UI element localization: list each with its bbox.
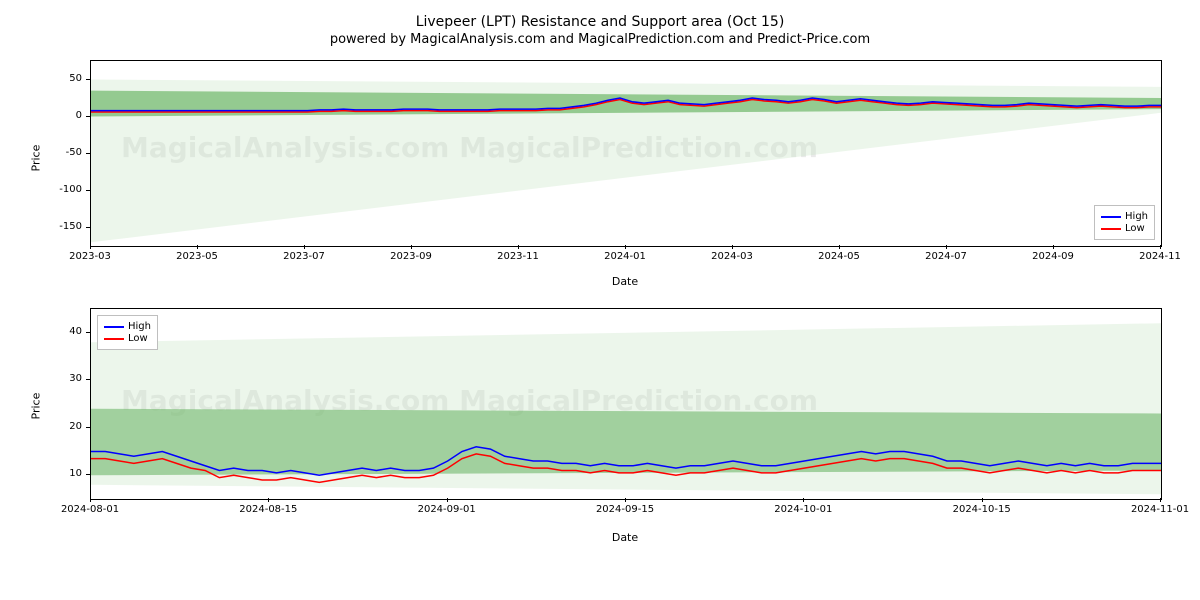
legend-row-low: Low (1101, 223, 1148, 234)
x-tick-label: 2024-03 (692, 251, 772, 262)
x-tick-label: 2024-11 (1120, 251, 1200, 262)
x-tick-label: 2024-08-15 (228, 504, 308, 515)
legend-row-high: High (1101, 211, 1148, 222)
x-tick-label: 2024-08-01 (50, 504, 130, 515)
bottom-legend: High Low (97, 315, 158, 350)
x-tick-label: 2023-09 (371, 251, 451, 262)
x-tick-label: 2024-05 (799, 251, 879, 262)
legend-label-high: High (128, 321, 151, 332)
x-tick-label: 2023-07 (264, 251, 344, 262)
legend-row-high: High (104, 321, 151, 332)
bottom-chart-svg (91, 309, 1161, 499)
top-chart-panel: Price MagicalAnalysis.com MagicalPredict… (20, 55, 1180, 295)
y-tick-label: 40 (20, 326, 82, 337)
y-tick-label: 20 (20, 421, 82, 432)
y-tick-label: 0 (20, 110, 82, 121)
top-chart-svg (91, 61, 1161, 246)
y-tick-label: -50 (20, 147, 82, 158)
x-tick-label: 2023-05 (157, 251, 237, 262)
top-legend: High Low (1094, 205, 1155, 240)
y-tick-label: -150 (20, 221, 82, 232)
legend-label-high: High (1125, 211, 1148, 222)
legend-row-low: Low (104, 333, 151, 344)
chart-title: Livepeer (LPT) Resistance and Support ar… (10, 14, 1190, 30)
y-tick-label: 10 (20, 468, 82, 479)
x-tick-label: 2024-10-01 (763, 504, 843, 515)
x-tick-label: 2024-10-15 (942, 504, 1022, 515)
legend-swatch-high (104, 326, 124, 328)
x-tick-label: 2024-11-01 (1120, 504, 1200, 515)
x-tick-label: 2024-09-01 (407, 504, 487, 515)
chart-subtitle: powered by MagicalAnalysis.com and Magic… (10, 32, 1190, 47)
bottom-y-axis-label: Price (30, 400, 43, 420)
x-tick-label: 2023-11 (478, 251, 558, 262)
legend-label-low: Low (1125, 223, 1145, 234)
x-tick-label: 2024-07 (906, 251, 986, 262)
bottom-chart-panel: Price MagicalAnalysis.com MagicalPredict… (20, 303, 1180, 553)
y-tick-label: 30 (20, 373, 82, 384)
legend-swatch-low (1101, 228, 1121, 230)
y-tick-label: -100 (20, 184, 82, 195)
legend-swatch-high (1101, 216, 1121, 218)
x-tick-label: 2024-01 (585, 251, 665, 262)
bottom-x-axis-label: Date (90, 531, 1160, 544)
x-tick-label: 2024-09-15 (585, 504, 665, 515)
legend-swatch-low (104, 338, 124, 340)
top-plot-area: MagicalAnalysis.com MagicalPrediction.co… (90, 60, 1162, 247)
bottom-plot-area: MagicalAnalysis.com MagicalPrediction.co… (90, 308, 1162, 500)
x-tick-label: 2023-03 (50, 251, 130, 262)
legend-label-low: Low (128, 333, 148, 344)
top-x-axis-label: Date (90, 275, 1160, 288)
x-tick-label: 2024-09 (1013, 251, 1093, 262)
y-tick-label: 50 (20, 73, 82, 84)
